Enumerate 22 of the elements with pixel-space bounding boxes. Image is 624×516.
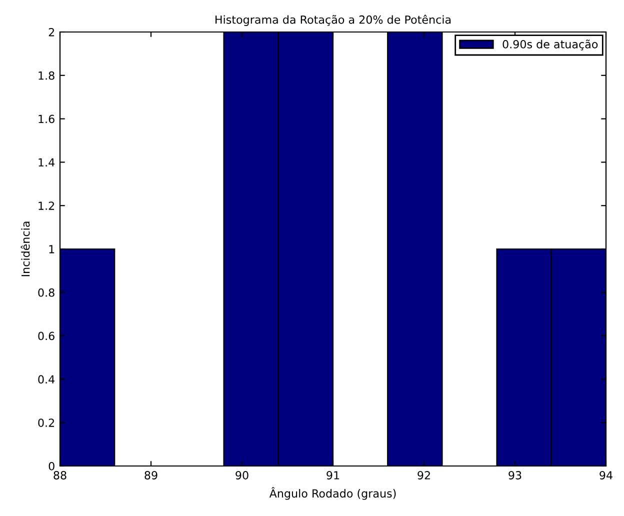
x-tick-label: 91 <box>326 471 340 480</box>
y-tick-label: 0.8 <box>38 288 54 297</box>
y-tick-label: 0.6 <box>38 332 54 340</box>
y-tick-label: 0.4 <box>38 375 55 384</box>
chart-title: Histograma da Rotação a 20% de Potência <box>216 14 451 26</box>
x-axis-title: Ângulo Rodado (graus) <box>269 487 396 500</box>
y-tick-label: 1.8 <box>38 71 54 80</box>
y-tick-label: 1 <box>49 245 54 254</box>
y-tick-label: 0.2 <box>38 418 54 427</box>
y-tick-label: 1.4 <box>38 158 55 166</box>
x-tick-label: 88 <box>54 471 66 480</box>
x-tick-label: 89 <box>144 471 158 480</box>
y-tick-label: 2 <box>48 28 54 36</box>
y-tick-label: 1.2 <box>38 202 54 210</box>
x-tick-label: 94 <box>600 471 612 480</box>
x-tick-label: 92 <box>418 471 430 480</box>
x-tick-label: 90 <box>236 471 248 480</box>
y-tick-label: 0 <box>48 462 54 470</box>
y-axis-title: Incidência <box>20 222 30 276</box>
x-tick-label: 93 <box>508 471 522 480</box>
y-tick-label: 1.6 <box>38 114 54 124</box>
legend-label: 0.90s de atuação <box>502 40 598 50</box>
